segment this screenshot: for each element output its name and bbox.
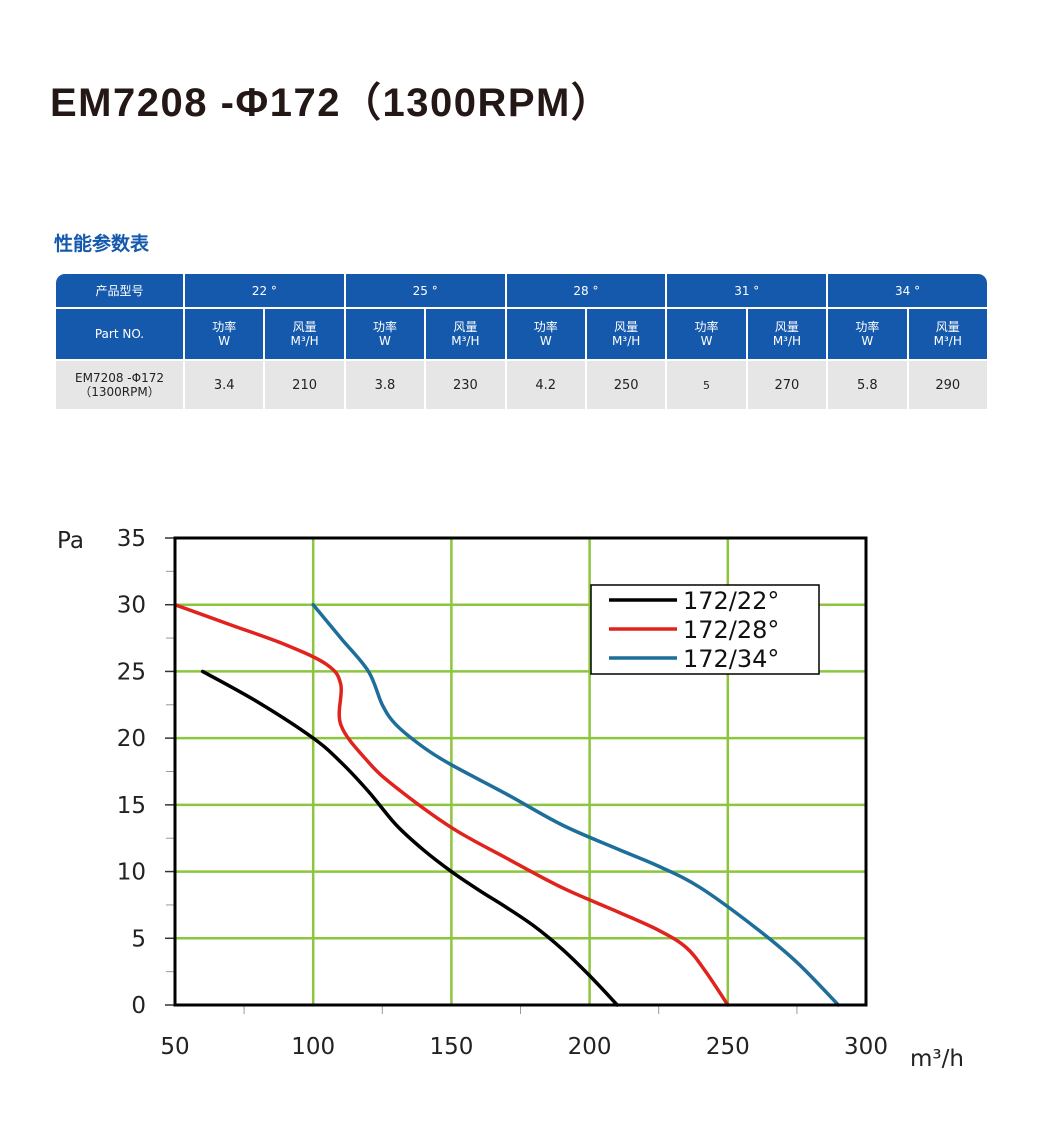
header-unit: W [539,334,552,348]
header-unit: M³/H [933,334,962,348]
x-tick-label: 250 [706,1034,750,1060]
y-tick-label: 30 [117,593,146,619]
power-value: 4.2 [506,361,585,409]
y-axis-label: Pa [57,528,84,554]
table-header-angles: 产品型号 22 ° 25 ° 28 ° 31 ° 34 ° [56,274,987,309]
header-angle: 28 ° [506,274,666,309]
x-tick-label: 150 [429,1034,473,1060]
x-tick-label: 100 [291,1034,335,1060]
airflow-value: 250 [586,361,666,409]
header-airflow: 风量 M³/H [908,309,987,361]
part-model: EM7208 -Φ172 [75,371,164,385]
y-tick-label: 10 [117,860,146,886]
header-unit: M³/H [612,334,641,348]
x-tick-label: 200 [568,1034,612,1060]
header-unit-label: 风量 [453,320,478,334]
header-unit: M³/H [451,334,480,348]
table-row: EM7208 -Φ172 （1300RPM） 3.4 210 3.8 230 4.2 25… [56,361,987,409]
airflow-value: 270 [747,361,827,409]
x-tick-label: 50 [160,1034,189,1060]
header-unit: W [861,334,874,348]
table-header-units: Part NO. 功率 W 风量 M³/H 功率 W 风量 M³/H 功率 W 风量 M³/H 功率 W 风… [56,309,987,361]
header-power: 功率 W [828,309,907,361]
chart-tick-labels: 50 100 150 200 250 300 0 5 10 15 20 25 30 35 [117,526,888,1060]
header-unit: W [218,334,231,348]
header-unit: W [700,334,713,348]
header-unit-label: 功率 [372,320,397,334]
part-rpm: （1300RPM） [79,385,160,399]
series-line [200,669,619,1007]
header-airflow: 风量 M³/H [747,309,827,361]
header-unit-label: 风量 [774,320,799,334]
legend-label: 172/28° [683,616,779,644]
header-airflow: 风量 M³/H [426,309,505,361]
legend-label: 172/34° [683,645,779,673]
header-unit-label: 风量 [614,320,639,334]
page-title: EM7208 -Φ172（1300RPM） [50,81,613,125]
header-power: 功率 W [667,309,746,361]
header-unit-label: 功率 [533,320,558,334]
header-power: 功率 W [506,309,585,361]
power-value: 5.8 [828,361,907,409]
y-tick-label: 0 [131,993,146,1019]
header-unit-label: 风量 [292,320,317,334]
chart-legend: 172/22°172/28°172/34° [590,584,820,675]
header-unit-label: 风量 [935,320,960,334]
airflow-value: 210 [265,361,344,409]
header-unit: M³/H [290,334,319,348]
header-unit-label: 功率 [212,320,237,334]
header-model: 产品型号 [56,274,183,309]
power-value: 5 [667,361,746,409]
header-unit: W [379,334,391,348]
y-tick-label: 15 [117,793,146,819]
x-tick-label: 300 [844,1034,888,1060]
legend-label: 172/22° [683,587,779,615]
part-name-cell: EM7208 -Φ172 （1300RPM） [56,361,183,409]
y-tick-label: 35 [117,526,146,552]
header-angle: 22 ° [185,274,344,309]
header-airflow: 风量 M³/H [265,309,344,361]
header-power: 功率 W [185,309,264,361]
plot-frame [173,536,868,1007]
airflow-value: 230 [426,361,505,409]
header-airflow: 风量 M³/H [586,309,666,361]
header-unit-label: 功率 [694,320,719,334]
spec-table-heading: 性能参数表 [54,233,150,255]
header-angle: 25 ° [345,274,505,309]
series-line [311,602,841,1007]
airflow-value: 290 [908,361,987,409]
header-angle: 34 ° [828,274,987,309]
header-unit-label: 功率 [855,320,880,334]
performance-spec-table: 产品型号 22 ° 25 ° 28 ° 31 ° 34 ° Part NO. 功… [54,274,989,409]
chart-series [173,602,841,1007]
y-tick-label: 25 [117,659,146,685]
power-value: 3.4 [185,361,264,409]
series-line [173,602,730,1007]
y-tick-label: 5 [131,926,146,952]
header-part-no: Part NO. [56,309,183,361]
power-value: 3.8 [345,361,425,409]
header-unit: M³/H [772,334,802,348]
y-tick-label: 20 [117,726,146,752]
header-power: 功率 W [345,309,425,361]
x-axis-label: m³/h [910,1046,964,1072]
header-angle: 31 ° [667,274,827,309]
